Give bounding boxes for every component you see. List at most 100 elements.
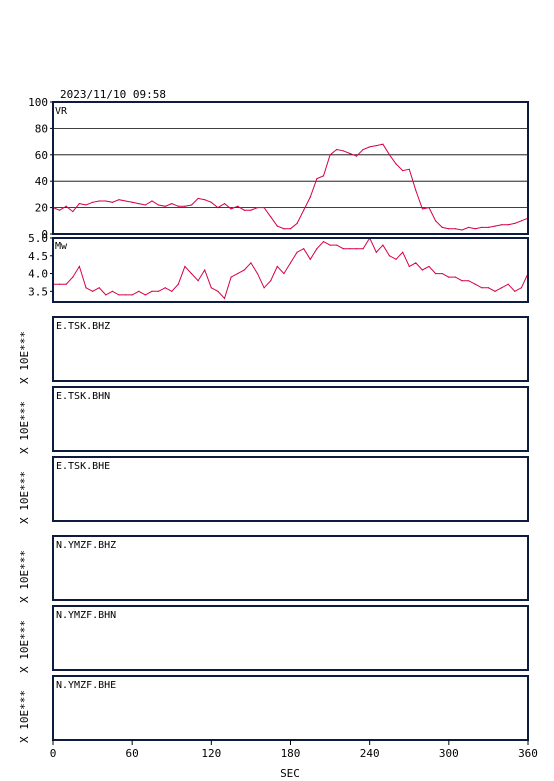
vr-data-point: [223, 203, 226, 205]
amplitude-scale-label: X 10E***: [18, 620, 31, 673]
vr-data-point: [388, 154, 391, 156]
vr-data-point: [78, 203, 80, 205]
x-tick-label: 240: [360, 747, 380, 760]
vr-data-point: [336, 148, 338, 151]
vr-data-point: [402, 170, 404, 172]
waveform-frame: [52, 456, 529, 522]
x-axis-ticks: 0 60 120 180 240 300 360: [50, 740, 538, 760]
waveform-panel-e-tsk-bhe: E.TSK.BHE X 10E***: [18, 456, 529, 524]
mw-data-point: [217, 290, 219, 292]
vr-data-point: [138, 203, 140, 205]
vr-data-point: [441, 226, 443, 228]
vr-data-point: [349, 152, 351, 155]
mw-data-point: [85, 287, 87, 289]
vr-y-tick-label: 0: [41, 228, 48, 241]
mw-data-point: [230, 276, 232, 278]
mw-data-point: [448, 276, 450, 278]
mw-data-point: [507, 283, 509, 285]
mw-panel-frame: [52, 237, 529, 303]
vr-data-point: [85, 204, 87, 206]
mw-data-point: [118, 294, 120, 296]
vr-data-point: [342, 150, 344, 152]
mw-data-point: [309, 258, 311, 260]
x-tick-label: 180: [281, 747, 301, 760]
vr-data-point: [65, 205, 67, 207]
vr-data-point: [190, 204, 193, 206]
vr-panel-frame: [52, 101, 529, 235]
mw-data-point: [342, 248, 344, 250]
vr-data-point: [316, 177, 318, 180]
mw-panel: Mw 3.5 4.0 4.5 5.0: [28, 232, 529, 303]
mw-data-point: [144, 294, 146, 296]
vr-data-point: [514, 222, 516, 225]
vr-gridlines: [53, 127, 528, 209]
x-tick-label: 0: [50, 747, 57, 760]
vr-data-point: [98, 200, 100, 202]
amplitude-scale-label: X 10E***: [18, 331, 31, 384]
timestamp: 2023/11/10 09:58: [60, 88, 166, 101]
vr-data-point: [58, 209, 61, 211]
vr-data-point: [124, 200, 127, 202]
mw-data-point: [296, 251, 298, 253]
mw-data-point: [388, 255, 391, 257]
mw-data-point: [415, 262, 417, 264]
waveform-panel-n-ymzf-bhz: N.YMZF.BHZ X 10E***: [18, 535, 529, 603]
mw-data-point: [276, 265, 278, 268]
mw-data-point: [329, 244, 331, 246]
vr-y-tick-label: 40: [35, 175, 48, 188]
vr-y-tick-label: 80: [35, 122, 48, 135]
mw-data-point: [362, 248, 364, 250]
vr-data-point: [355, 155, 358, 157]
mw-panel-label: Mw: [55, 241, 68, 252]
mw-data-point: [303, 248, 305, 250]
mw-series-line: [53, 236, 529, 300]
mw-data-point: [474, 283, 476, 285]
vr-data-point: [375, 144, 377, 147]
mw-data-point: [336, 244, 338, 246]
mw-data-point: [237, 272, 239, 275]
waveform-frame: [52, 605, 529, 671]
mw-data-point: [395, 258, 397, 260]
vr-data-point: [250, 209, 252, 211]
mw-data-point: [402, 251, 404, 253]
vr-data-point: [237, 205, 239, 207]
mw-y-tick-label: 4.5: [28, 250, 48, 263]
vr-data-point: [105, 200, 107, 202]
mw-data-point: [243, 269, 245, 271]
mw-data-point: [177, 283, 179, 285]
vr-data-point: [415, 189, 417, 192]
x-tick-label: 120: [201, 747, 221, 760]
vr-y-tick-label: 100: [28, 96, 48, 109]
mw-data-point: [171, 290, 173, 292]
vr-data-point: [111, 201, 113, 203]
mw-data-point: [210, 287, 212, 289]
vr-data-point: [435, 220, 437, 222]
vr-data-point: [520, 220, 523, 222]
mw-data-point: [428, 265, 430, 268]
vr-data-point: [481, 226, 483, 228]
mw-data-point: [91, 290, 94, 292]
mw-y-tick-label: 3.5: [28, 285, 48, 298]
station-label: E.TSK.BHE: [56, 461, 110, 472]
vr-data-point: [296, 222, 298, 225]
vr-data-point: [382, 143, 384, 145]
waveform-frame: [52, 386, 529, 452]
mw-data-point: [322, 240, 325, 243]
vr-data-point: [157, 204, 160, 206]
mw-data-point: [256, 272, 259, 275]
vr-data-point: [230, 208, 232, 210]
station-label: N.YMZF.BHN: [56, 610, 116, 621]
amplitude-scale-label: X 10E***: [18, 550, 31, 603]
vr-data-point: [289, 228, 292, 230]
mw-data-point: [98, 287, 100, 289]
mw-data-point: [421, 269, 424, 271]
vr-data-point: [171, 203, 173, 205]
vr-data-point: [421, 208, 424, 210]
vr-data-point: [210, 201, 212, 203]
vr-data-point: [72, 210, 74, 213]
vr-data-point: [276, 225, 278, 227]
vr-data-point: [494, 225, 496, 227]
vr-data-point: [144, 204, 146, 206]
vr-y-tick-label: 60: [35, 149, 48, 162]
